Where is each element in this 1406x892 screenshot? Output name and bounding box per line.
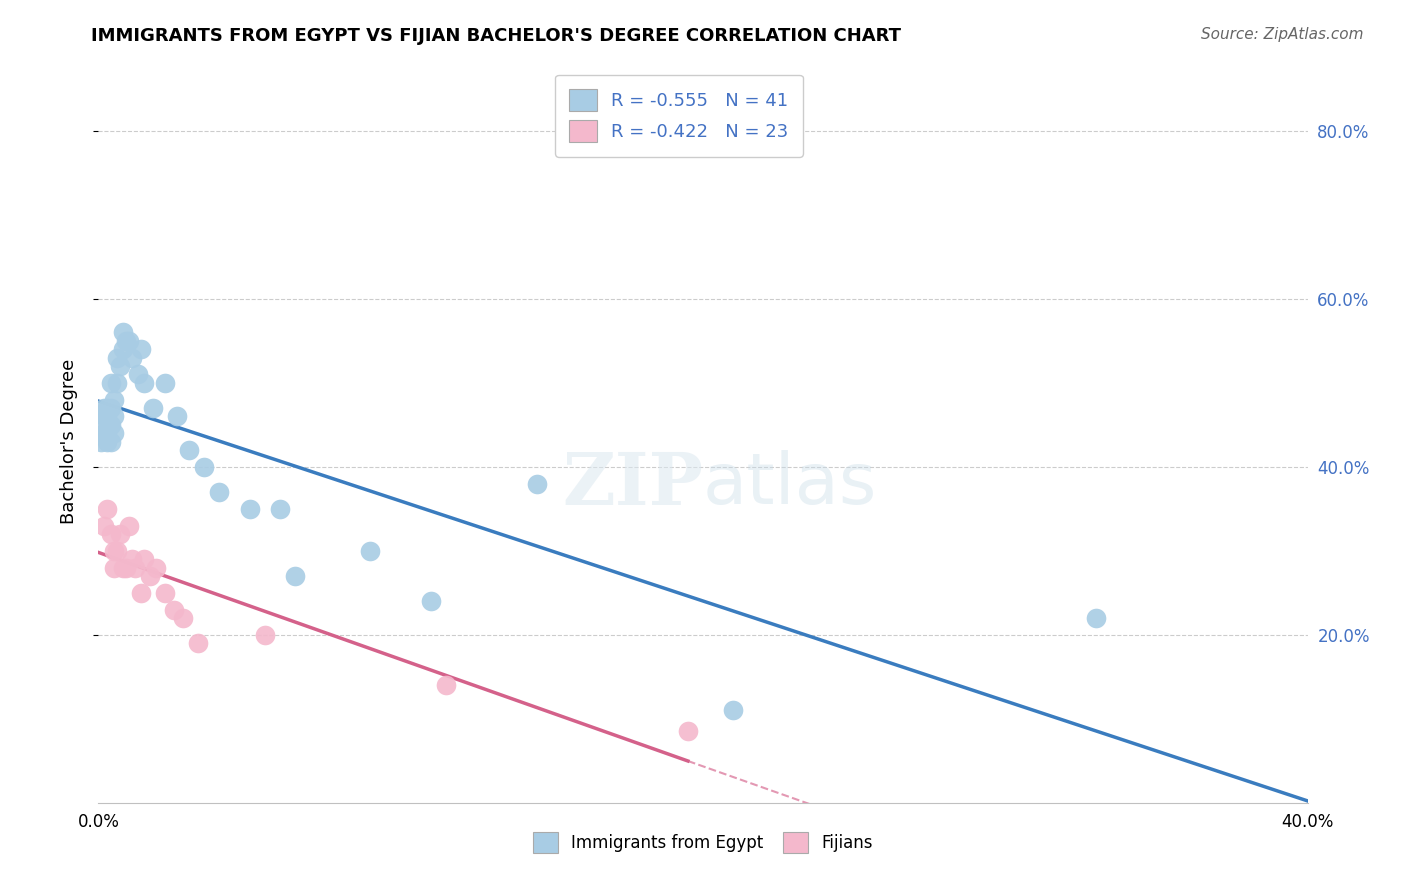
Y-axis label: Bachelor's Degree: Bachelor's Degree (59, 359, 77, 524)
Point (93, 409, 115, 424)
Point (118, 334, 141, 348)
Point (96, 426, 118, 441)
Point (124, 560, 146, 574)
Point (90, 434, 112, 449)
Point (142, 401, 165, 415)
Text: atlas: atlas (703, 450, 877, 519)
Point (129, 586, 152, 600)
Point (90, 417, 112, 432)
Point (111, 326, 134, 340)
Point (172, 611, 194, 625)
Point (103, 409, 125, 424)
Point (103, 392, 125, 407)
Point (121, 351, 143, 365)
Point (121, 552, 143, 566)
Point (96, 401, 118, 415)
Point (187, 636, 209, 650)
Point (676, 724, 699, 739)
Point (239, 501, 262, 516)
Point (96, 409, 118, 424)
Point (166, 409, 188, 424)
Point (434, 678, 457, 692)
Point (526, 476, 548, 491)
Point (153, 376, 176, 390)
Point (111, 560, 134, 574)
Point (153, 586, 176, 600)
Point (269, 501, 291, 516)
Point (723, 703, 745, 717)
Text: IMMIGRANTS FROM EGYPT VS FIJIAN BACHELOR'S DEGREE CORRELATION CHART: IMMIGRANTS FROM EGYPT VS FIJIAN BACHELOR… (91, 27, 901, 45)
Point (1085, 611, 1108, 625)
Point (111, 342, 134, 356)
Point (420, 594, 443, 608)
Point (100, 417, 122, 432)
Point (108, 527, 131, 541)
Point (105, 376, 128, 390)
Point (139, 569, 162, 583)
Point (93, 518, 115, 533)
Point (93, 401, 115, 415)
Point (163, 602, 186, 616)
Point (284, 569, 307, 583)
Point (127, 368, 149, 382)
Point (132, 552, 155, 566)
Point (105, 543, 128, 558)
Point (96, 501, 118, 516)
Legend: Immigrants from Egypt, Fijians: Immigrants from Egypt, Fijians (526, 826, 880, 860)
Point (208, 485, 231, 500)
Point (103, 560, 125, 574)
Point (118, 518, 141, 533)
Point (132, 376, 155, 390)
Point (129, 342, 152, 356)
Point (100, 376, 122, 390)
Point (145, 560, 167, 574)
Point (100, 434, 122, 449)
Point (103, 426, 125, 441)
Point (253, 628, 276, 642)
Point (96, 434, 118, 449)
Point (114, 560, 136, 574)
Point (93, 426, 115, 441)
Point (360, 543, 382, 558)
Point (179, 442, 201, 457)
Point (103, 543, 125, 558)
Point (100, 401, 122, 415)
Point (193, 459, 215, 474)
Point (100, 527, 122, 541)
Point (114, 334, 136, 348)
Text: Source: ZipAtlas.com: Source: ZipAtlas.com (1201, 27, 1364, 42)
Point (108, 359, 131, 373)
Text: ZIP: ZIP (562, 450, 703, 520)
Point (105, 351, 128, 365)
